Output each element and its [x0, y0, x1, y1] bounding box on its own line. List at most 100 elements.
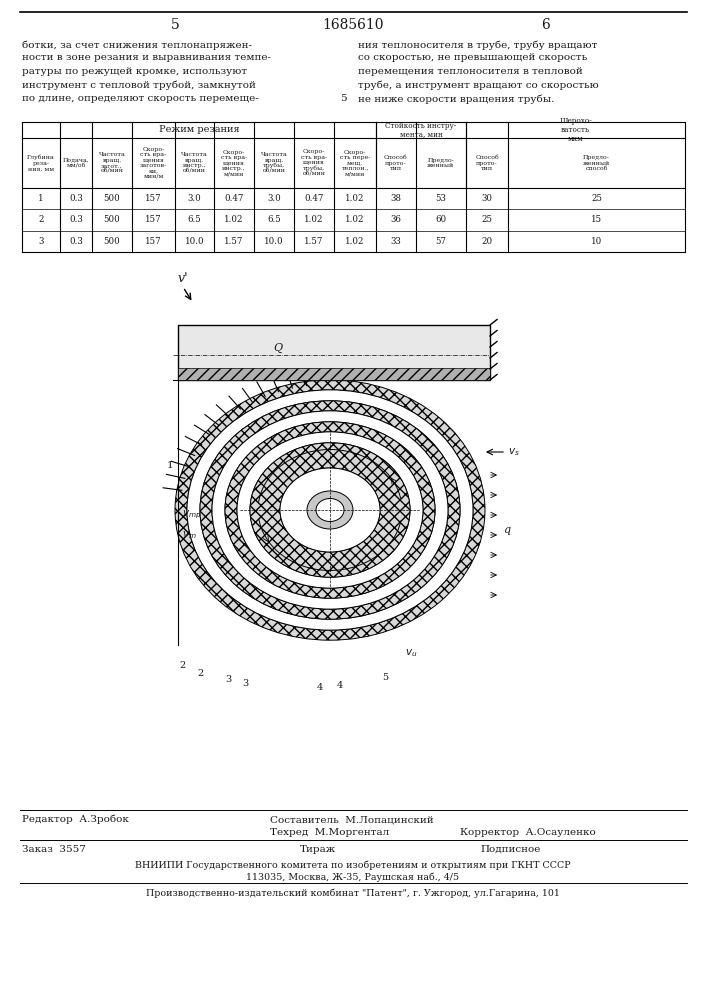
- Text: Способ
прото-
тип: Способ прото- тип: [384, 155, 408, 171]
- Ellipse shape: [237, 432, 423, 588]
- Text: 5: 5: [340, 94, 346, 103]
- Ellipse shape: [187, 390, 473, 630]
- Ellipse shape: [250, 443, 410, 577]
- Ellipse shape: [200, 401, 460, 619]
- Text: Редактор  А.Зробок: Редактор А.Зробок: [22, 815, 129, 824]
- Text: 1: 1: [38, 194, 44, 203]
- Text: 157: 157: [145, 237, 162, 246]
- Ellipse shape: [175, 380, 485, 640]
- Text: 113035, Москва, Ж-35, Раушская наб., 4/5: 113035, Москва, Ж-35, Раушская наб., 4/5: [247, 872, 460, 882]
- Text: 2: 2: [179, 660, 185, 670]
- Text: q: q: [503, 525, 510, 535]
- Text: Составитель  М.Лопацинский: Составитель М.Лопацинский: [270, 815, 433, 824]
- Text: 0.47: 0.47: [304, 194, 324, 203]
- Text: трубе, а инструмент вращают со скоростью: трубе, а инструмент вращают со скоростью: [358, 81, 599, 90]
- Text: Q: Q: [274, 343, 283, 353]
- Text: Шерохо-
ватость
мкм: Шерохо- ватость мкм: [559, 117, 592, 143]
- Text: инструмент с тепловой трубой, замкнутой: инструмент с тепловой трубой, замкнутой: [22, 81, 256, 90]
- Text: Режим резания: Режим резания: [158, 125, 239, 134]
- Text: Скоро-
сть вра-
щения
трубы,
об/мин: Скоро- сть вра- щения трубы, об/мин: [301, 149, 327, 177]
- Text: 5: 5: [382, 674, 388, 682]
- Text: $v_{mp}$: $v_{mp}$: [182, 509, 201, 521]
- Text: Стойкость инстру-
мента, мин: Стойкость инстру- мента, мин: [385, 122, 457, 138]
- Ellipse shape: [316, 498, 344, 522]
- Text: 57: 57: [436, 237, 447, 246]
- Text: 60: 60: [436, 216, 447, 225]
- Text: 2: 2: [197, 668, 203, 678]
- Text: v': v': [177, 272, 188, 285]
- Polygon shape: [178, 368, 490, 380]
- Text: 33: 33: [391, 237, 402, 246]
- Text: 38: 38: [390, 194, 402, 203]
- Text: Скоро-
сть вра-
щения
заготов-
ки,
мин/м: Скоро- сть вра- щения заготов- ки, мин/м: [140, 147, 167, 179]
- Text: 1.02: 1.02: [224, 216, 244, 225]
- Ellipse shape: [280, 468, 380, 552]
- Ellipse shape: [175, 380, 485, 640]
- Text: 1.02: 1.02: [345, 216, 365, 225]
- Text: 157: 157: [145, 194, 162, 203]
- Text: 20: 20: [481, 237, 493, 246]
- Text: 10.0: 10.0: [185, 237, 204, 246]
- Ellipse shape: [212, 411, 448, 609]
- Text: 1.02: 1.02: [345, 237, 365, 246]
- Ellipse shape: [187, 390, 473, 630]
- Text: Заказ  3557: Заказ 3557: [22, 845, 86, 854]
- Ellipse shape: [225, 422, 435, 598]
- Text: 500: 500: [104, 194, 120, 203]
- Ellipse shape: [280, 468, 380, 552]
- Text: Подписное: Подписное: [480, 845, 540, 854]
- Text: 157: 157: [145, 216, 162, 225]
- Ellipse shape: [250, 443, 410, 577]
- Text: 2: 2: [38, 216, 44, 225]
- Text: 1.57: 1.57: [304, 237, 324, 246]
- Text: 0.3: 0.3: [69, 194, 83, 203]
- Ellipse shape: [225, 422, 435, 598]
- Text: 15: 15: [591, 216, 602, 225]
- Text: Корректор  А.Осауленко: Корректор А.Осауленко: [460, 828, 596, 837]
- Ellipse shape: [212, 411, 448, 609]
- Text: 3: 3: [225, 676, 231, 684]
- Text: 53: 53: [436, 194, 446, 203]
- Text: 1.02: 1.02: [345, 194, 365, 203]
- Text: 1: 1: [167, 460, 173, 470]
- Text: 3.0: 3.0: [267, 194, 281, 203]
- Text: 1685610: 1685610: [322, 18, 384, 32]
- Text: со скоростью, не превышающей скорость: со скоростью, не превышающей скорость: [358, 53, 588, 62]
- Text: по длине, определяют скорость перемеще-: по длине, определяют скорость перемеще-: [22, 94, 259, 103]
- Text: 0.3: 0.3: [69, 237, 83, 246]
- Text: 500: 500: [104, 237, 120, 246]
- Text: 25: 25: [591, 194, 602, 203]
- Text: ратуры по режущей кромке, используют: ратуры по режущей кромке, используют: [22, 67, 247, 76]
- Text: 3: 3: [242, 678, 248, 688]
- Text: 500: 500: [104, 216, 120, 225]
- Text: ботки, за счет снижения теплонапряжен-: ботки, за счет снижения теплонапряжен-: [22, 40, 252, 49]
- Ellipse shape: [307, 491, 353, 529]
- Text: 0.3: 0.3: [69, 216, 83, 225]
- Text: Производственно-издательский комбинат "Патент", г. Ужгород, ул.Гагарина, 101: Производственно-издательский комбинат "П…: [146, 888, 560, 898]
- Text: ния теплоносителя в трубе, трубу вращают: ния теплоносителя в трубе, трубу вращают: [358, 40, 597, 49]
- Text: 36: 36: [390, 216, 402, 225]
- Text: 5: 5: [170, 18, 180, 32]
- Text: 0.47: 0.47: [224, 194, 244, 203]
- Text: $v_m$: $v_m$: [182, 529, 197, 541]
- Text: 3: 3: [38, 237, 44, 246]
- Text: Глубина
реза-
ния, мм: Глубина реза- ния, мм: [27, 155, 55, 171]
- Text: 30: 30: [481, 194, 493, 203]
- Text: Частота
вращ.
инстр.,
об/мин: Частота вращ. инстр., об/мин: [181, 152, 208, 174]
- Text: 4: 4: [337, 682, 343, 690]
- Text: $v_u$: $v_u$: [405, 647, 417, 659]
- Text: $v_s$: $v_s$: [508, 446, 520, 458]
- Text: 6: 6: [541, 18, 549, 32]
- Text: 4: 4: [317, 684, 323, 692]
- Polygon shape: [178, 325, 490, 380]
- Text: 1.02: 1.02: [304, 216, 324, 225]
- Text: Техред  М.Моргентал: Техред М.Моргентал: [270, 828, 390, 837]
- Text: ВНИИПИ Государственного комитета по изобретениям и открытиям при ГКНТ СССР: ВНИИПИ Государственного комитета по изоб…: [135, 860, 571, 869]
- Ellipse shape: [237, 432, 423, 588]
- Text: 6.5: 6.5: [267, 216, 281, 225]
- Text: перемещения теплоносителя в тепловой: перемещения теплоносителя в тепловой: [358, 67, 583, 76]
- Text: Подача,
мм/об: Подача, мм/об: [63, 158, 89, 168]
- Text: 1.57: 1.57: [224, 237, 244, 246]
- Ellipse shape: [200, 401, 460, 619]
- Text: Предло-
женный: Предло- женный: [427, 158, 455, 168]
